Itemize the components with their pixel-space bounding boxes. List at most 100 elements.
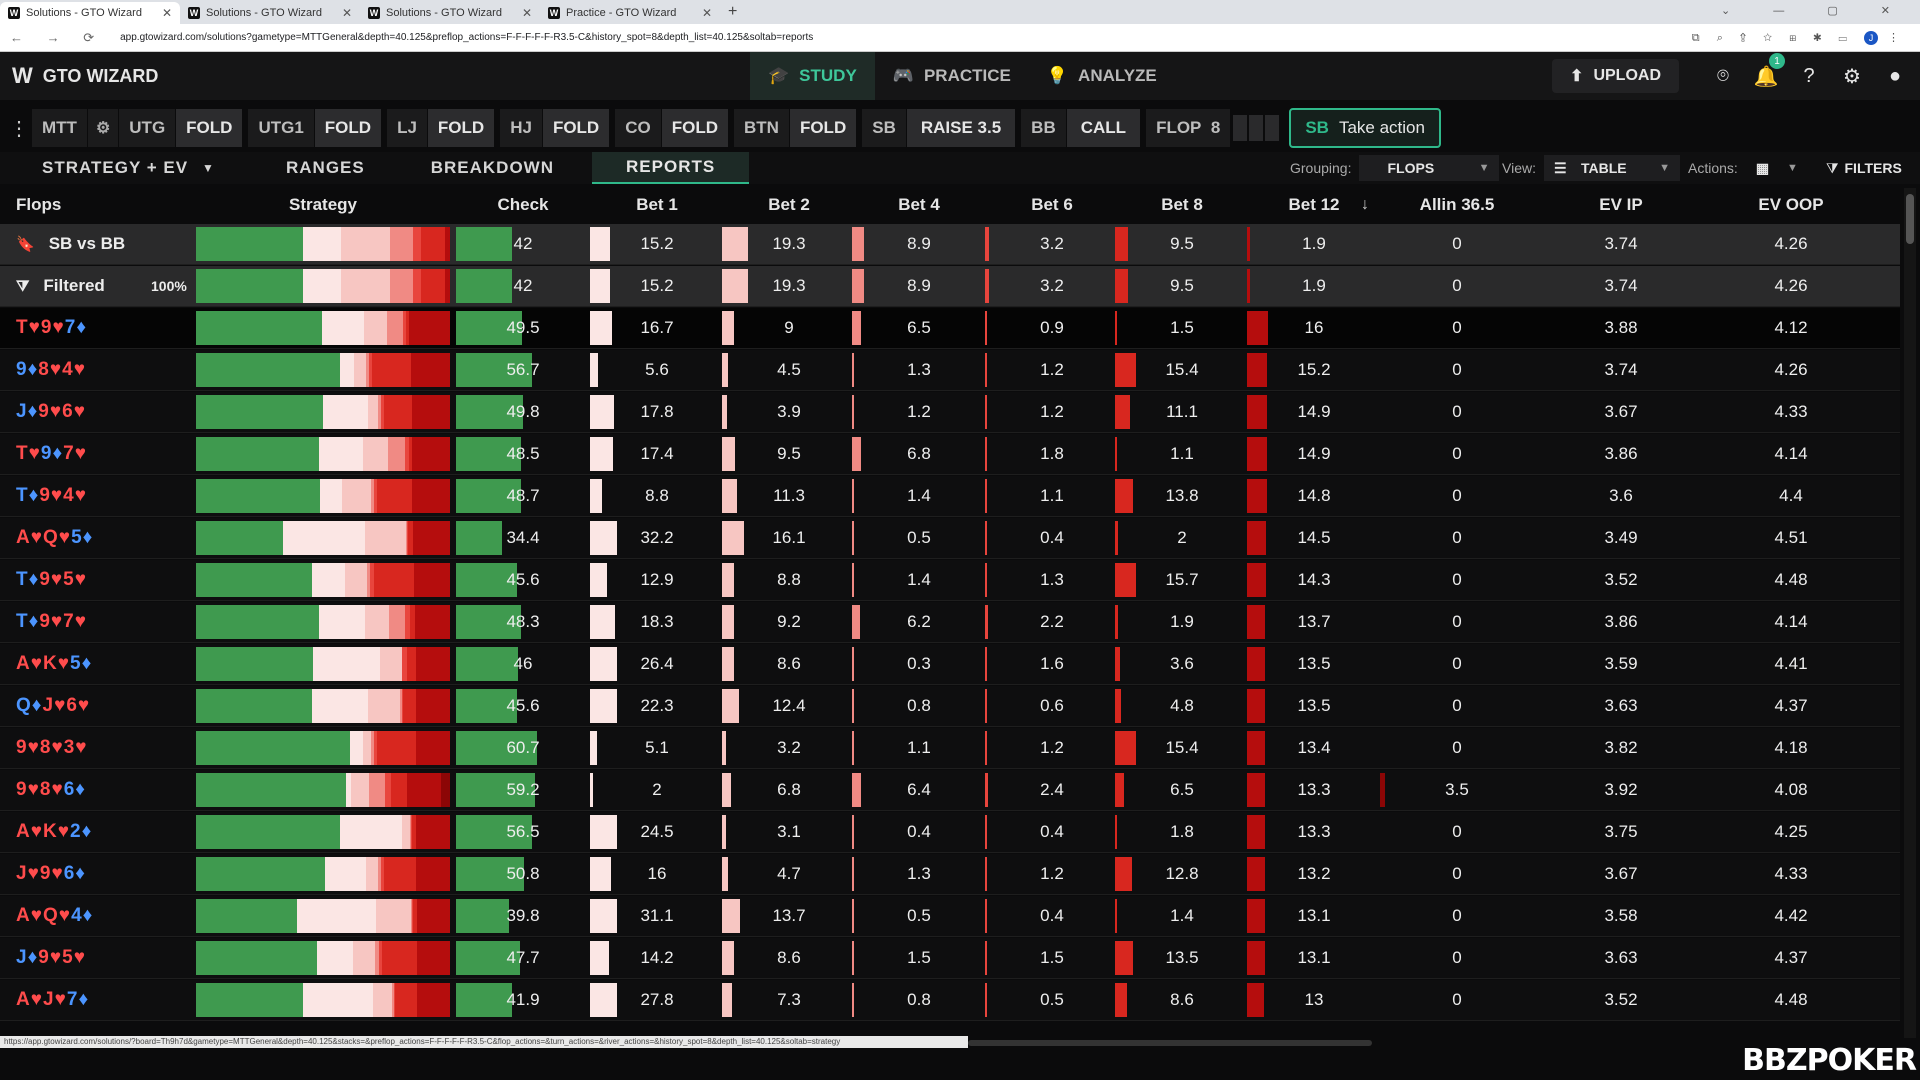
url-field[interactable]: app.gtowizard.com/solutions?gametype=MTT… xyxy=(120,32,814,43)
column-header-bet-6[interactable]: Bet 6 xyxy=(1031,195,1073,214)
column-header-bet-12[interactable]: Bet 12 xyxy=(1288,195,1340,214)
table-row[interactable]: J ♦ 9 ♥ 6 ♥ 49.8 17.8 3.9 1.2 1.2 11.1 14.9 0 3.67 4.33 xyxy=(0,392,1900,433)
table-row[interactable]: A ♥ Q ♥ 5 ♦ 34.4 32.2 16.1 0.5 0.4 2 14.5 0 3.49 4.51 xyxy=(0,518,1900,559)
table-row[interactable]: Q ♦ J ♥ 6 ♥ 45.6 22.3 12.4 0.8 0.6 4.8 13.5 0 3.63 4.37 xyxy=(0,686,1900,727)
browser-toolbar-icons[interactable]: ⧉ ⌕ ⇪ ☆ ⊞ ✱ ▭ J ⋮ xyxy=(1691,30,1906,45)
column-header-bet-1[interactable]: Bet 1 xyxy=(636,195,678,214)
value-bet-8: 4.8 xyxy=(1170,696,1194,715)
action-sb[interactable]: RAISE 3.5 xyxy=(906,109,1016,147)
action-utg[interactable]: FOLD xyxy=(176,109,243,147)
action-btn[interactable]: FOLD xyxy=(789,109,857,147)
action-lj[interactable]: FOLD xyxy=(427,109,495,147)
table-row[interactable]: T ♦ 9 ♥ 7 ♥ 48.3 18.3 9.2 6.2 2.2 1.9 13.7 0 3.86 4.14 xyxy=(0,602,1900,643)
value-bar-check xyxy=(456,521,503,555)
menu-dots-icon[interactable]: ⋮ xyxy=(9,117,29,140)
table-row[interactable]: T ♥ 9 ♥ 7 ♦ 49.5 16.7 9 6.5 0.9 1.5 16 0 3.88 4.12 xyxy=(0,308,1900,349)
strategy-segment-bet12 xyxy=(445,227,450,261)
position-btn[interactable]: BTN xyxy=(734,109,789,147)
profile-avatar[interactable]: J xyxy=(1863,30,1878,45)
table-row[interactable]: A ♥ Q ♥ 4 ♦ 39.8 31.1 13.7 0.5 0.4 1.4 13.1 0 3.58 4.42 xyxy=(0,896,1900,937)
position-lj[interactable]: LJ xyxy=(387,109,427,147)
filters-button[interactable]: ⧩ FILTERS xyxy=(1826,159,1902,177)
action-hj[interactable]: FOLD xyxy=(542,109,610,147)
back-forward-reload-icon[interactable]: ← → ⟳ xyxy=(10,29,105,45)
vertical-scrollbar[interactable] xyxy=(1904,188,1916,1038)
column-header-allin-36-5[interactable]: Allin 36.5 xyxy=(1419,195,1495,214)
heart-suit-icon: ♥ xyxy=(74,569,88,590)
gto-wizard-logo[interactable]: W GTO WIZARD xyxy=(12,63,159,88)
action-utg1[interactable]: FOLD xyxy=(314,109,382,147)
column-header-ev-ip[interactable]: EV IP xyxy=(1599,195,1643,214)
table-row[interactable]: A ♥ K ♥ 2 ♦ 56.5 24.5 3.1 0.4 0.4 1.8 13.3 0 3.75 4.25 xyxy=(0,812,1900,853)
close-tab-icon[interactable]: ✕ xyxy=(161,6,172,20)
position-co[interactable]: CO xyxy=(615,109,661,147)
browser-tab[interactable]: W Practice - GTO Wizard ✕ xyxy=(540,2,720,24)
table-row[interactable]: A ♥ K ♥ 5 ♦ 46 26.4 8.6 0.3 1.6 3.6 13.5 0 3.59 4.41 xyxy=(0,644,1900,685)
take-action-button[interactable]: SB Take action xyxy=(1289,108,1441,148)
sort-arrow-icon[interactable]: ↓ xyxy=(1361,196,1369,213)
position-sb[interactable]: SB xyxy=(862,109,906,147)
column-header-flops[interactable]: Flops xyxy=(16,195,62,214)
table-row[interactable]: 9 ♦ 8 ♥ 4 ♥ 56.7 5.6 4.5 1.3 1.2 15.4 15.2 0 3.74 4.26 xyxy=(0,350,1900,391)
column-header-bet-8[interactable]: Bet 8 xyxy=(1161,195,1203,214)
column-header-bet-4[interactable]: Bet 4 xyxy=(898,195,940,214)
table-row[interactable]: T ♥ 9 ♦ 7 ♥ 48.5 17.4 9.5 6.8 1.8 1.1 14.9 0 3.86 4.14 xyxy=(0,434,1900,475)
table-row[interactable]: 9 ♥ 8 ♥ 3 ♥ 60.7 5.1 3.2 1.1 1.2 15.4 13.4 0 3.82 4.18 xyxy=(0,728,1900,769)
table-row[interactable]: T ♦ 9 ♥ 4 ♥ 48.7 8.8 11.3 1.4 1.1 13.8 14.8 0 3.6 4.4 xyxy=(0,476,1900,517)
value-bar-bet8 xyxy=(1115,731,1136,765)
grouping-select[interactable]: FLOPS ▼ xyxy=(1359,155,1500,181)
user-icon[interactable]: ● xyxy=(1888,64,1902,87)
flop-card-slots[interactable] xyxy=(1233,115,1280,141)
close-tab-icon[interactable]: ✕ xyxy=(341,6,352,20)
actions-select[interactable]: ▦ ▼ xyxy=(1746,155,1808,181)
nav-analyze[interactable]: 💡 ANALYZE xyxy=(1046,66,1157,85)
column-header-strategy[interactable]: Strategy xyxy=(288,195,358,214)
bell-icon[interactable]: 🔔 1 xyxy=(1751,53,1785,91)
close-tab-icon[interactable]: ✕ xyxy=(701,6,712,20)
browser-tab[interactable]: W Solutions - GTO Wizard ✕ xyxy=(360,2,540,24)
column-header-ev-oop[interactable]: EV OOP xyxy=(1758,195,1824,214)
position-utg[interactable]: UTG xyxy=(119,109,176,147)
horizontal-scrollbar[interactable] xyxy=(968,1040,1372,1046)
position-utg1[interactable]: UTG1 xyxy=(248,109,314,147)
tab-ranges[interactable]: RANGES xyxy=(286,158,365,177)
settings-gear-icon[interactable]: ⚙ xyxy=(87,109,119,147)
nav-practice[interactable]: 🎮 PRACTICE xyxy=(892,66,1011,85)
tab-breakdown[interactable]: BREAKDOWN xyxy=(430,158,555,177)
value-bet-12: 14.8 xyxy=(1297,486,1331,505)
help-icon[interactable]: ? xyxy=(1803,64,1815,87)
value-bar-bet1 xyxy=(590,269,611,303)
window-controls[interactable]: ⌄ — ▢ ✕ xyxy=(1721,5,1910,17)
table-row[interactable]: J ♦ 9 ♥ 5 ♥ 47.7 14.2 8.6 1.5 1.5 13.5 13.1 0 3.63 4.37 xyxy=(0,938,1900,979)
screenshot-icon[interactable]: ⌾ xyxy=(1717,64,1729,87)
table-row[interactable]: 9 ♥ 8 ♥ 6 ♦ 59.2 2 6.8 6.4 2.4 6.5 13.3 3.5 3.92 4.08 xyxy=(0,770,1900,811)
tab-strategy-ev[interactable]: STRATEGY + EV ▼ xyxy=(42,158,215,177)
position-hj[interactable]: HJ xyxy=(500,109,542,147)
table-row[interactable]: A ♥ J ♥ 7 ♦ 41.9 27.8 7.3 0.8 0.5 8.6 13 0 3.52 4.48 xyxy=(0,980,1900,1021)
upload-button[interactable]: ⬆ UPLOAD xyxy=(1552,59,1679,93)
browser-tab[interactable]: W Solutions - GTO Wizard ✕ xyxy=(0,2,180,24)
tab-reports[interactable]: REPORTS xyxy=(592,152,750,184)
column-header-bet-2[interactable]: Bet 2 xyxy=(768,195,810,214)
action-bb[interactable]: CALL xyxy=(1066,109,1141,147)
table-row[interactable]: T ♦ 9 ♥ 5 ♥ 45.6 12.9 8.8 1.4 1.3 15.7 14.3 0 3.52 4.48 xyxy=(0,560,1900,601)
new-tab-icon[interactable]: + xyxy=(728,3,738,20)
flop-street[interactable]: FLOP 8 xyxy=(1146,109,1231,147)
gear-icon[interactable]: ⚙ xyxy=(1843,65,1861,88)
value-bet-1: 26.4 xyxy=(640,654,674,673)
summary-row[interactable]: ⧩ Filtered 100% 42 15.2 19.3 8.9 3.2 9.5 1.9 0 3.74… xyxy=(0,266,1900,307)
summary-row[interactable]: 🔖 SB vs BB 42 15.2 19.3 8.9 3.2 9.5 1.9 0 3.74 4.26 xyxy=(0,224,1900,265)
browser-tab[interactable]: W Solutions - GTO Wizard ✕ xyxy=(180,2,360,24)
action-co[interactable]: FOLD xyxy=(661,109,728,147)
game-type-label[interactable]: MTT xyxy=(32,109,87,147)
view-select[interactable]: ☰ TABLE ▼ xyxy=(1543,155,1680,181)
value-bet-12: 13.1 xyxy=(1297,948,1331,967)
position-bb[interactable]: BB xyxy=(1021,109,1066,147)
nav-study[interactable]: 🎓 STUDY xyxy=(750,52,875,100)
main-nav: 🎓 STUDY 🎮 PRACTICE 💡 ANALYZE xyxy=(750,52,1175,100)
column-header-check[interactable]: Check xyxy=(497,195,549,214)
diamond-suit-icon: ♦ xyxy=(52,443,64,464)
strategy-segment-check xyxy=(196,311,322,345)
close-tab-icon[interactable]: ✕ xyxy=(521,6,532,20)
table-row[interactable]: J ♥ 9 ♥ 6 ♦ 50.8 16 4.7 1.3 1.2 12.8 13.2 0 3.67 4.33 xyxy=(0,854,1900,895)
